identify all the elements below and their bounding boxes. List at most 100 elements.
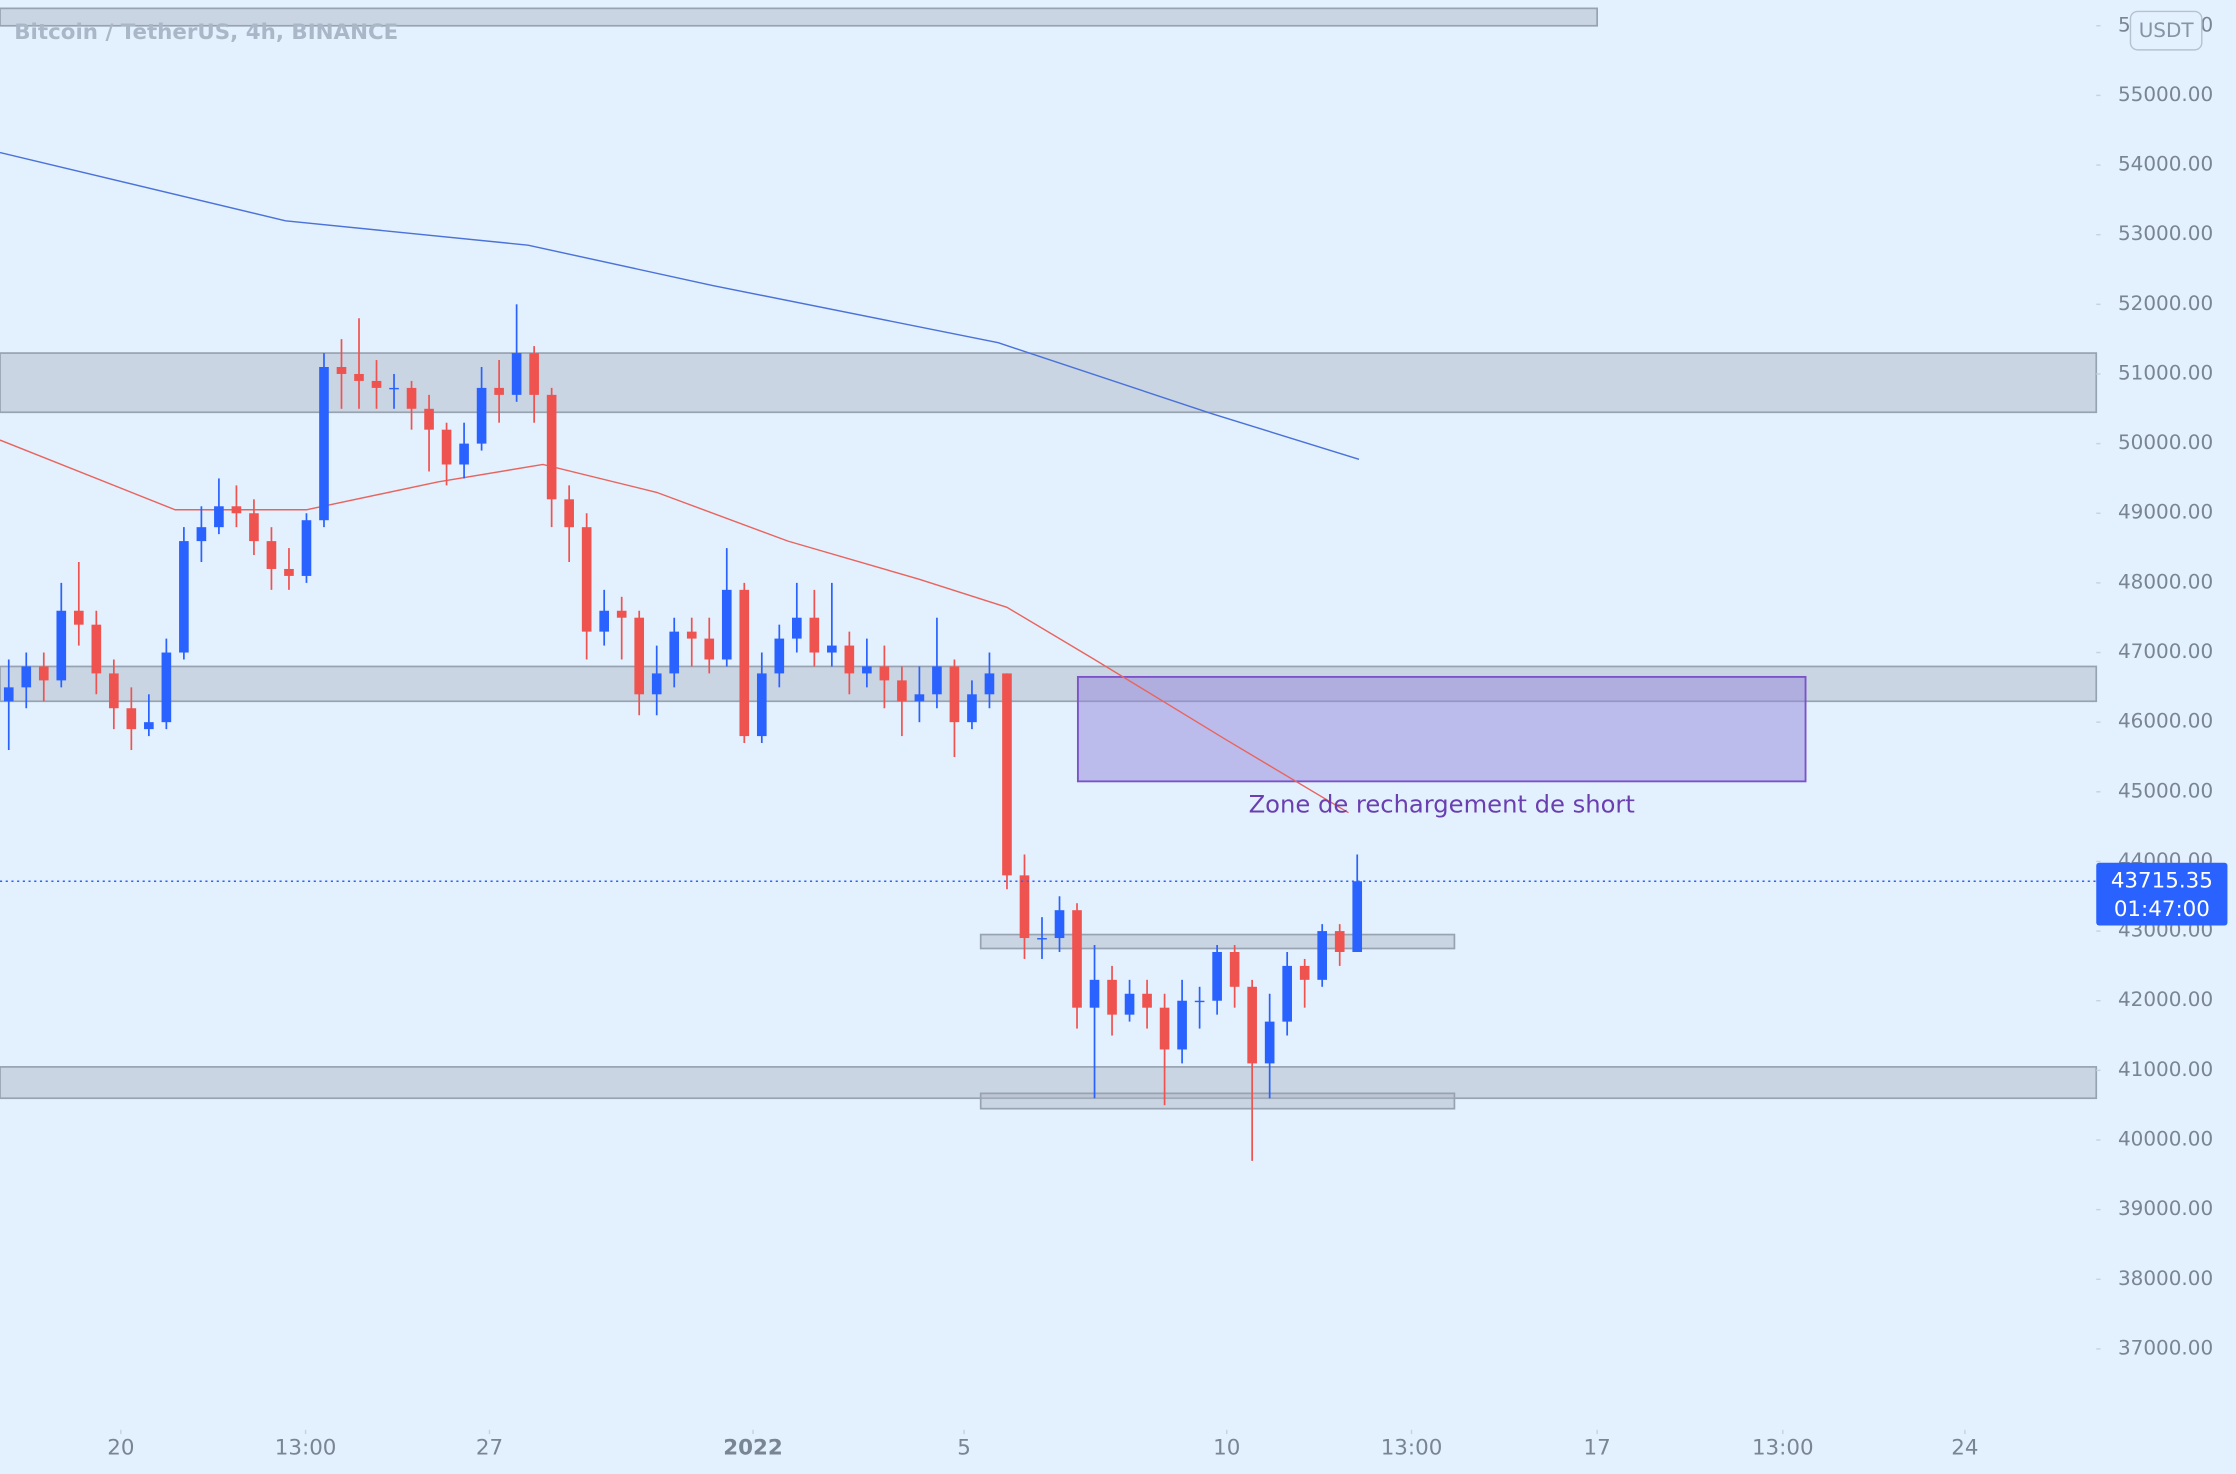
- candle-body: [406, 387, 417, 409]
- y-tick-label: 40000.00: [2118, 1127, 2213, 1151]
- candle-body: [126, 708, 137, 730]
- x-tick-label: 10: [1213, 1435, 1240, 1460]
- y-tick-label: 46000.00: [2118, 709, 2213, 733]
- candle-body: [1229, 951, 1240, 987]
- candle-body: [651, 673, 662, 695]
- candle-body: [1124, 993, 1135, 1015]
- candle-body: [1299, 965, 1310, 980]
- candle-body: [73, 610, 84, 625]
- x-tick-label: 13:00: [1752, 1435, 1814, 1460]
- y-tick-label: 52000.00: [2118, 291, 2213, 315]
- candle-body: [897, 680, 907, 702]
- candle-body: [144, 722, 154, 730]
- chart-title: Bitcoin / TetherUS, 4h, BINANCE: [14, 20, 398, 45]
- currency-button[interactable]: [2129, 10, 2203, 51]
- candle-body: [1282, 965, 1292, 1022]
- candle-body: [721, 589, 732, 660]
- candle-body: [161, 652, 172, 723]
- candle-body: [739, 589, 750, 737]
- axes: Zone de rechargement de short 37000.00 380…: [0, 12, 2228, 1460]
- candle-body: [3, 687, 14, 702]
- y-tick-label: 50000.00: [2118, 430, 2213, 454]
- candle-body: [38, 666, 49, 681]
- y-tick-label: 41000.00: [2118, 1057, 2213, 1081]
- candle-body: [616, 610, 627, 618]
- candle-body: [634, 617, 645, 695]
- x-tick-label: 13:00: [1381, 1435, 1443, 1460]
- candle-body: [284, 568, 294, 576]
- candle-body: [301, 520, 312, 576]
- annotation-text: Zone de rechargement de short: [1249, 791, 1635, 819]
- zone: [0, 7, 1598, 27]
- candle-body: [231, 506, 242, 514]
- y-tick-label: 49000.00: [2118, 500, 2213, 524]
- candle-body: [354, 373, 364, 381]
- candle-body: [949, 666, 960, 723]
- y-tick-label: 51000.00: [2118, 360, 2213, 384]
- candle-body: [1019, 875, 1030, 939]
- candle-body: [546, 394, 557, 500]
- zone: [979, 1092, 1456, 1110]
- candle-body: [879, 666, 890, 681]
- y-tick-label: 38000.00: [2118, 1266, 2213, 1290]
- candle-body: [214, 506, 224, 528]
- x-tick-label: 2022: [723, 1435, 783, 1460]
- candle-body: [914, 694, 925, 702]
- moving-average: [0, 439, 1349, 814]
- candle-body: [774, 638, 785, 674]
- candle-body: [1264, 1021, 1275, 1064]
- candle-body: [459, 443, 469, 465]
- candle-body: [511, 353, 522, 395]
- candle-body: [56, 610, 67, 681]
- candle-body: [686, 631, 697, 639]
- candle-body: [476, 387, 487, 444]
- candle-body: [336, 367, 347, 374]
- candle-body: [1089, 979, 1100, 1008]
- candle-body: [371, 380, 382, 388]
- candle-body: [1317, 931, 1328, 980]
- candle-body: [109, 673, 119, 709]
- y-tick-label: 39000.00: [2118, 1196, 2213, 1220]
- candle-body: [704, 638, 715, 660]
- candle-body: [844, 645, 855, 674]
- moving-average: [0, 151, 1360, 460]
- y-tick-label: 37000.00: [2118, 1335, 2213, 1359]
- candle-body: [1177, 1000, 1187, 1050]
- countdown-label: 01:47:00: [2114, 897, 2210, 922]
- candle-body: [389, 387, 399, 390]
- candle-body: [1212, 951, 1222, 1001]
- candle-body: [1247, 986, 1257, 1064]
- y-tick-label: 47000.00: [2118, 639, 2213, 663]
- candle-body: [581, 527, 592, 632]
- candle-body: [1054, 910, 1065, 939]
- last-price-label: 43715.35: [2111, 868, 2213, 893]
- candle-body: [1037, 938, 1047, 940]
- candle-body: [319, 367, 329, 521]
- candle-body: [984, 673, 995, 695]
- candle-body: [967, 694, 977, 723]
- candle-body: [494, 387, 504, 395]
- candle-body: [827, 645, 837, 653]
- last-price-box: [2096, 862, 2228, 926]
- x-tick-label: 24: [1951, 1435, 1978, 1460]
- candle-body: [91, 624, 102, 674]
- currency-label[interactable]: USDT: [2139, 18, 2195, 42]
- candle-body: [669, 631, 680, 674]
- candle-body: [1159, 1007, 1170, 1050]
- moving-averages: [0, 151, 1360, 814]
- candle-body: [564, 499, 574, 528]
- candle-body: [266, 541, 277, 569]
- candle-body: [441, 429, 452, 465]
- y-tick-label: 53000.00: [2118, 221, 2213, 245]
- x-tick-label: 5: [957, 1435, 971, 1460]
- candle-body: [1072, 910, 1082, 1008]
- candle-body: [599, 610, 609, 632]
- candle-body: [529, 353, 539, 395]
- candles: [3, 304, 1363, 1161]
- candle-body: [932, 666, 942, 695]
- y-tick-label: 54000.00: [2118, 152, 2213, 176]
- candle-body: [196, 527, 207, 542]
- y-tick-label: 42000.00: [2118, 987, 2213, 1011]
- candle-body: [1142, 993, 1152, 1008]
